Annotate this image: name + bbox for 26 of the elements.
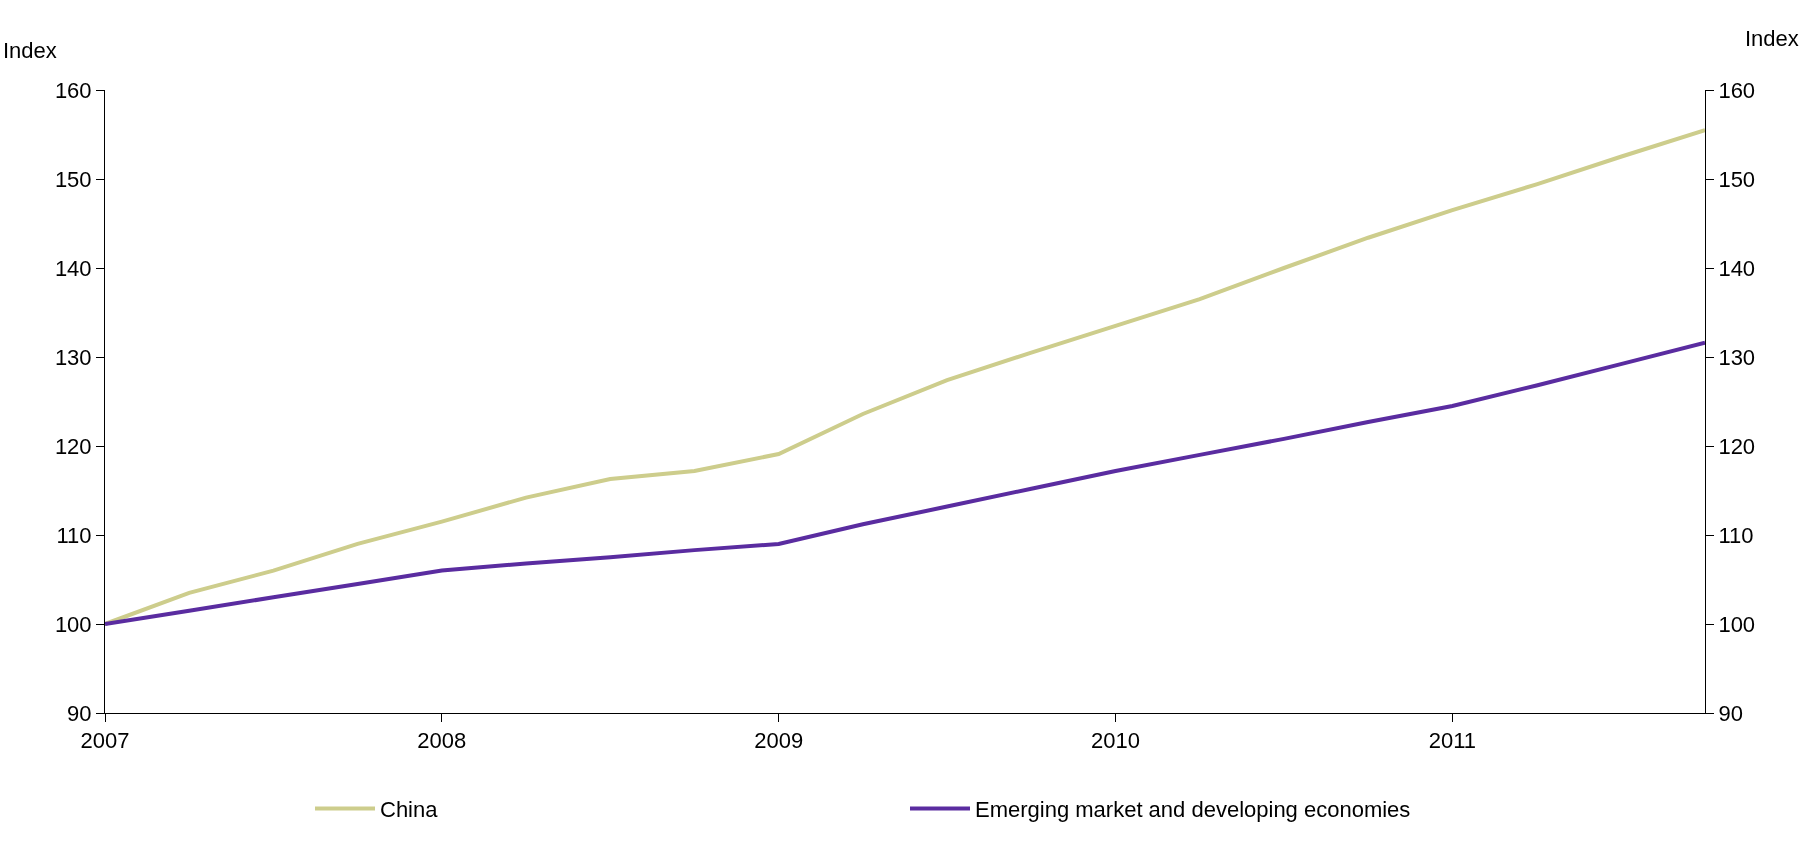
y-tick-label: 90	[67, 700, 92, 726]
y-tick-label: 150	[54, 166, 92, 192]
y-tick-label: 120	[54, 433, 92, 459]
y-tick-label: 110	[56, 522, 92, 548]
x-tick-label: 2009	[754, 728, 804, 754]
y2-tick-label: 130	[1718, 344, 1756, 370]
y2-tick-label: 100	[1718, 611, 1756, 637]
y-axis-title: Index	[3, 38, 57, 63]
legend-label: Emerging market and developing economies	[975, 797, 1411, 823]
legend-label: China	[380, 797, 439, 823]
y2-tick-label: 110	[1718, 522, 1754, 548]
x-tick-label: 2011	[1428, 728, 1477, 754]
y-tick-label: 100	[54, 611, 92, 637]
y-tick-label: 140	[54, 255, 92, 281]
x-tick-label: 2010	[1091, 728, 1141, 754]
y2-tick-label: 150	[1718, 166, 1756, 192]
x-tick-label: 2007	[80, 728, 130, 754]
y2-axis-title: Index	[1745, 26, 1799, 51]
y-tick-label: 160	[54, 77, 92, 103]
y2-tick-label: 160	[1718, 77, 1756, 103]
x-tick-label: 2008	[417, 728, 467, 754]
y2-tick-label: 90	[1718, 700, 1743, 726]
y2-tick-label: 140	[1718, 255, 1756, 281]
y2-tick-label: 120	[1718, 433, 1756, 459]
line-series	[105, 340, 1705, 626]
y-tick-label: 130	[54, 344, 92, 370]
